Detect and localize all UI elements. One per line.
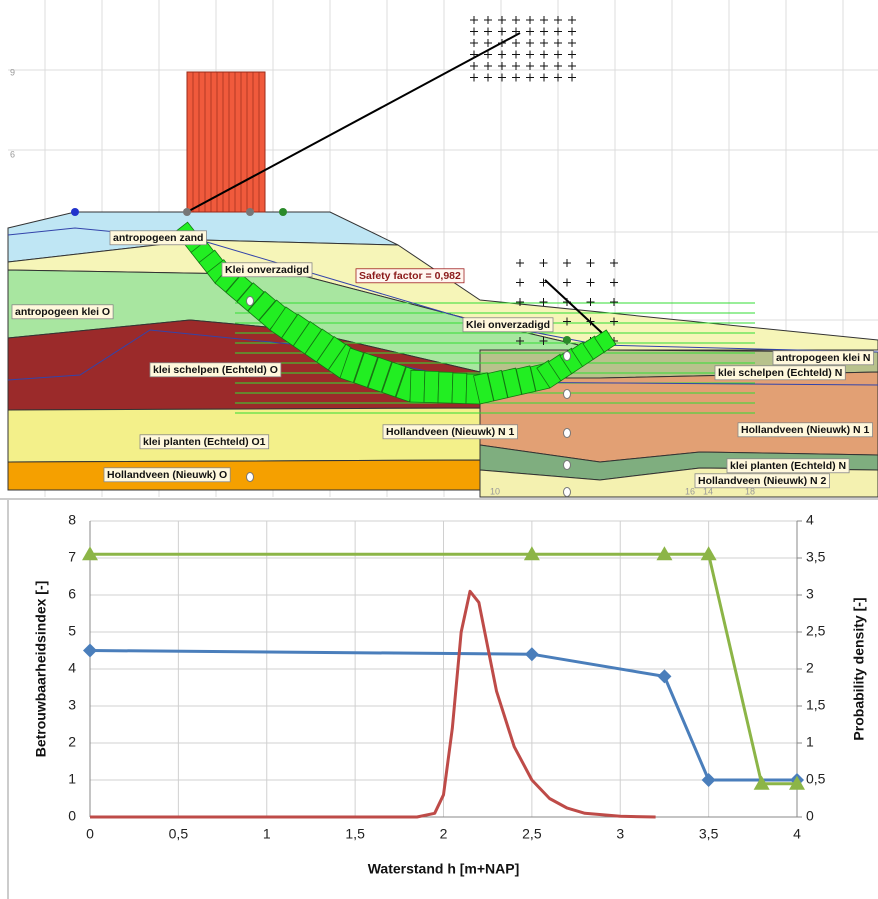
y2-tick-label: 1 <box>806 734 814 750</box>
point <box>247 297 254 306</box>
layer-label: klei schelpen (Echteld) N <box>715 366 845 380</box>
slice <box>424 371 439 403</box>
y-tick-label: 5 <box>68 623 76 639</box>
y2-tick-label: 0,5 <box>806 771 826 787</box>
label-text: Hollandveen (Nieuwk) N 2 <box>698 475 827 487</box>
axis-number: 14 <box>703 486 713 496</box>
x-tick-label: 3,5 <box>699 826 719 842</box>
layer-label: klei schelpen (Echteld) O <box>150 363 281 377</box>
y2-tick-label: 1,5 <box>806 697 826 713</box>
layer-label: Safety factor = 0,982 <box>356 269 464 283</box>
point <box>71 208 79 216</box>
label-text: Hollandveen (Nieuwk) O <box>107 469 227 481</box>
y-tick-label: 1 <box>68 771 76 787</box>
layer-label: klei planten (Echteld) N <box>727 459 849 473</box>
x-tick-label: 4 <box>793 826 801 842</box>
layer-label: Klei onverzadigd <box>222 263 312 277</box>
point <box>564 488 571 497</box>
x-tick-label: 1 <box>263 826 271 842</box>
layer-label: Hollandveen (Nieuwk) N 1 <box>738 423 873 437</box>
label-text: antropogeen klei N <box>776 352 871 364</box>
layer-label: Hollandveen (Nieuwk) O <box>104 468 230 482</box>
y2-tick-label: 0 <box>806 808 814 824</box>
x-tick-label: 3 <box>616 826 624 842</box>
y2-tick-label: 3 <box>806 586 814 602</box>
y-tick-label: 8 <box>68 512 76 528</box>
label-text: Hollandveen (Nieuwk) N 1 <box>741 424 870 436</box>
x-tick-label: 2,5 <box>522 826 542 842</box>
point <box>247 473 254 482</box>
cross-section: antropogeen zand Klei onverzadigd Safety f… <box>8 0 878 497</box>
axis-number: 6 <box>10 149 15 159</box>
point <box>279 208 287 216</box>
y-tick-label: 2 <box>68 734 76 750</box>
label-text: klei schelpen (Echteld) N <box>718 367 842 379</box>
y-tick-label: 7 <box>68 549 76 565</box>
x-tick-label: 2 <box>440 826 448 842</box>
x-tick-label: 0,5 <box>169 826 189 842</box>
label-text: antropogeen klei O <box>15 306 110 318</box>
label-text: Hollandveen (Nieuwk) N 1 <box>386 426 515 438</box>
slice <box>410 370 425 402</box>
point <box>564 429 571 438</box>
page: antropogeen zand Klei onverzadigd Safety f… <box>0 0 878 899</box>
point <box>564 352 571 361</box>
x-tick-label: 0 <box>86 826 94 842</box>
y-axis-title: Betrouwbaarheidsindex [-] <box>33 581 49 758</box>
layer-label: Hollandveen (Nieuwk) N 1 <box>383 425 518 439</box>
label-text: Klei onverzadigd <box>466 319 550 331</box>
point <box>564 390 571 399</box>
point <box>246 208 254 216</box>
y2-tick-label: 2 <box>806 660 814 676</box>
y-tick-label: 3 <box>68 697 76 713</box>
x-tick-label: 1,5 <box>345 826 365 842</box>
layer-label: Hollandveen (Nieuwk) N 2 <box>695 474 830 488</box>
layer-label: klei planten (Echteld) O1 <box>140 435 269 449</box>
layer-label: antropogeen klei N <box>773 351 874 365</box>
y2-tick-label: 3,5 <box>806 549 826 565</box>
y-tick-label: 6 <box>68 586 76 602</box>
layer-peat-o <box>8 460 480 490</box>
axis-number: 18 <box>745 486 755 496</box>
axis-number: 10 <box>490 486 500 496</box>
label-text: klei planten (Echteld) O1 <box>143 436 266 448</box>
label-text: antropogeen zand <box>113 232 203 244</box>
label-text: Klei onverzadigd <box>225 264 309 276</box>
layer-label: antropogeen zand <box>110 231 206 245</box>
label-text: klei schelpen (Echteld) O <box>153 364 278 376</box>
point <box>564 461 571 470</box>
x-axis-title: Waterstand h [m+NAP] <box>368 861 520 877</box>
layer-label: Klei onverzadigd <box>463 318 553 332</box>
point <box>563 336 571 344</box>
y-tick-label: 4 <box>68 660 76 676</box>
y2-tick-label: 4 <box>806 512 814 528</box>
label-text: klei planten (Echteld) N <box>730 460 846 472</box>
layer-label: antropogeen klei O <box>12 305 113 319</box>
slice <box>452 373 467 404</box>
axis-number: 9 <box>10 67 15 77</box>
slice <box>438 372 453 403</box>
y2-tick-label: 2,5 <box>806 623 826 639</box>
y-tick-label: 0 <box>68 808 76 824</box>
point <box>183 208 191 216</box>
label-text: Safety factor = 0,982 <box>359 270 461 282</box>
axis-number: 16 <box>685 486 695 496</box>
y2-axis-title: Probability density [-] <box>851 597 867 740</box>
